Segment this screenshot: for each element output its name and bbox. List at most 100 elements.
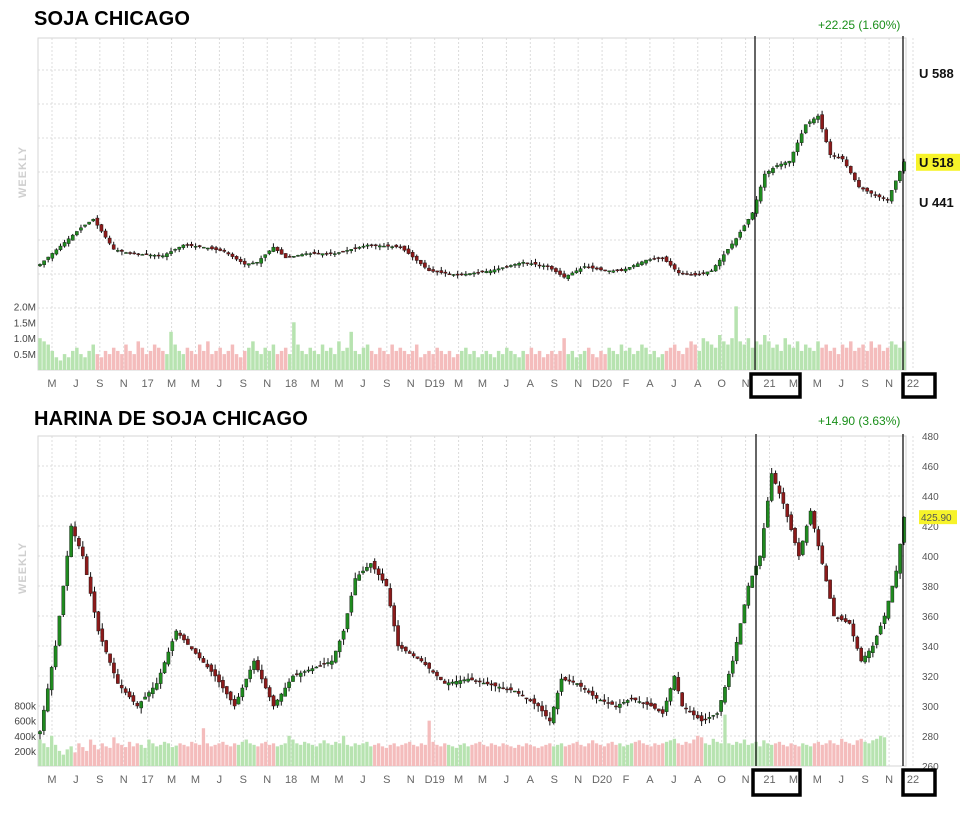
candle-body	[169, 251, 173, 254]
candle	[255, 261, 259, 266]
candle-body	[719, 700, 723, 712]
candle-body	[209, 664, 214, 672]
candle-body	[738, 623, 743, 645]
candle-body	[615, 269, 620, 271]
candle	[415, 656, 420, 660]
candle	[341, 250, 345, 253]
candle	[607, 270, 611, 275]
candle-body	[877, 194, 882, 198]
volume-bar	[96, 749, 101, 766]
volume-bar	[221, 741, 225, 766]
volume-bar	[489, 743, 494, 766]
x-tick-label: M	[789, 774, 798, 786]
candle-body	[248, 669, 252, 679]
candle-body	[773, 473, 778, 484]
candle-body	[586, 690, 591, 693]
candle-body	[435, 671, 439, 677]
candle	[554, 267, 558, 275]
volume-bar	[599, 350, 603, 370]
candle	[75, 231, 79, 237]
candle	[657, 708, 661, 713]
candle-body	[287, 256, 292, 258]
candle	[455, 270, 460, 279]
x-tick-label: A	[527, 378, 535, 390]
candle	[769, 467, 774, 503]
candle-body	[533, 262, 538, 265]
candle-body	[287, 681, 291, 688]
candle-body	[330, 660, 334, 665]
volume-bar	[79, 354, 83, 370]
candle	[88, 572, 93, 597]
volume-bar	[482, 744, 486, 766]
candle-body	[493, 682, 498, 687]
candle-body	[611, 270, 616, 273]
volume-bar	[697, 350, 702, 370]
candle-body	[53, 645, 58, 668]
candle-body	[170, 641, 175, 651]
candle-body	[431, 269, 435, 272]
candle-body	[775, 165, 779, 167]
x-tick-label: D19	[425, 378, 445, 390]
volume-bar	[847, 743, 852, 766]
candle-body	[103, 230, 108, 238]
volume-bar	[717, 335, 722, 370]
candle-body	[427, 662, 431, 669]
candle	[77, 535, 81, 550]
volume-bar	[443, 354, 448, 370]
x-tick-label: J	[217, 378, 223, 390]
candle	[382, 242, 386, 248]
candle-body	[439, 676, 443, 680]
volume-bar	[594, 743, 599, 766]
volume-bar	[226, 350, 231, 370]
candle-body	[210, 246, 214, 250]
volume-bar	[411, 744, 416, 766]
candle-body	[75, 231, 79, 236]
candle	[267, 250, 272, 256]
candle	[586, 263, 591, 269]
volume-bar	[264, 741, 268, 766]
candle-body	[783, 162, 788, 166]
candle	[238, 256, 243, 265]
x-tick-label: N	[263, 378, 271, 390]
candle-body	[509, 265, 513, 267]
volume-bar	[124, 344, 128, 370]
candle	[232, 695, 237, 710]
candle	[345, 246, 349, 255]
volume-tick-label: 400k	[14, 732, 37, 743]
candle-body	[116, 250, 120, 252]
candle	[869, 190, 874, 198]
candle	[119, 679, 124, 694]
candle	[496, 265, 501, 273]
candle	[485, 677, 490, 686]
candle	[808, 508, 813, 526]
candle	[333, 650, 338, 664]
candle	[529, 260, 534, 266]
volume-bar	[217, 743, 221, 766]
volume-bar	[174, 745, 178, 766]
candle-body	[232, 699, 237, 707]
volume-bar	[505, 744, 509, 766]
candle	[214, 245, 218, 254]
candle	[540, 701, 544, 717]
volume-bar	[583, 746, 587, 766]
volume-bar	[777, 741, 782, 766]
volume-bar	[369, 746, 373, 766]
candle-body	[178, 632, 182, 636]
candle-body	[649, 702, 653, 707]
candle	[404, 646, 408, 654]
volume-bar	[71, 350, 75, 370]
volume-bar	[536, 747, 540, 766]
volume-bar	[614, 744, 618, 766]
candle-body	[99, 224, 104, 232]
volume-bar	[567, 744, 571, 766]
volume-bar	[451, 357, 456, 370]
volume-bar	[398, 347, 403, 370]
candle	[528, 698, 533, 703]
candle	[812, 116, 816, 125]
candle-body	[116, 674, 120, 684]
volume-bar	[279, 744, 283, 766]
candle-body	[388, 588, 393, 607]
x-tick-label: J	[504, 378, 510, 390]
volume-bar	[472, 350, 476, 370]
candle-body	[206, 247, 210, 250]
